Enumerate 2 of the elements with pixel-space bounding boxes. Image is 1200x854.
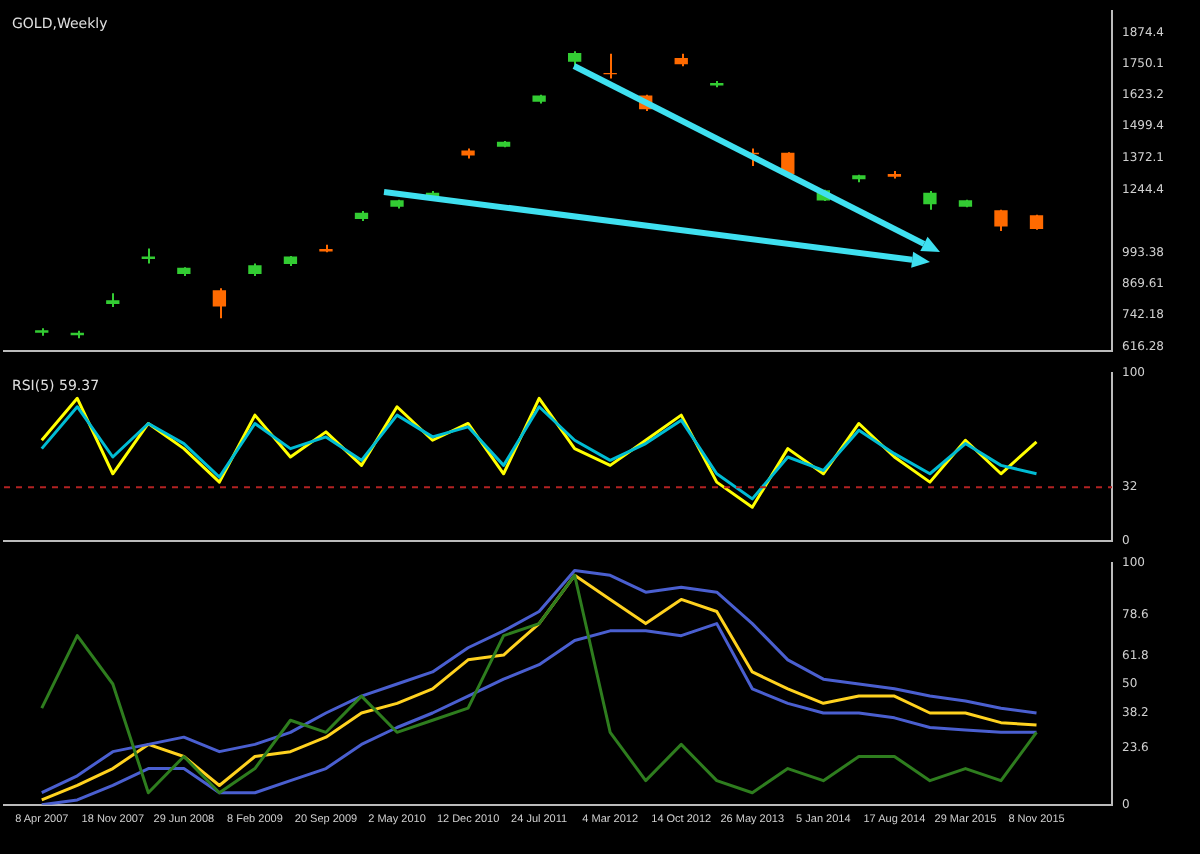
candlestick (212, 287, 227, 320)
candlestick (923, 189, 937, 211)
